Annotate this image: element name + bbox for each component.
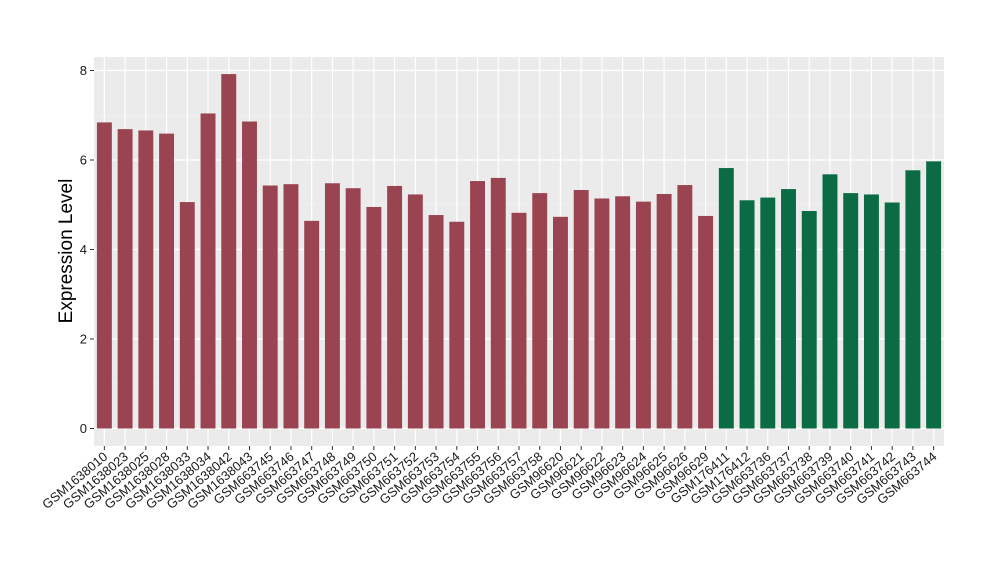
bar-GSM663739 xyxy=(822,174,838,429)
bar-GSM663755 xyxy=(470,181,485,429)
bar-GSM663736 xyxy=(760,197,776,429)
bar-GSM663751 xyxy=(387,185,403,429)
bar-GSM663758 xyxy=(532,193,548,429)
bar-GSM663740 xyxy=(843,193,859,429)
bar-GSM663741 xyxy=(863,194,879,429)
y-axis-title: Expression Level xyxy=(56,179,77,324)
bar-GSM663752 xyxy=(407,194,423,429)
bar-GSM176412 xyxy=(739,200,755,429)
bar-GSM96629 xyxy=(698,215,714,429)
bar-GSM1638025 xyxy=(138,130,154,429)
bar-GSM663745 xyxy=(262,185,278,429)
bar-GSM1638033 xyxy=(179,202,195,429)
y-tick-label: 6 xyxy=(80,153,87,168)
bar-GSM663737 xyxy=(781,189,796,429)
bar-GSM176411 xyxy=(718,168,734,429)
bar-GSM663746 xyxy=(283,184,299,429)
bar-series xyxy=(96,74,942,429)
bar-GSM663738 xyxy=(801,211,817,429)
bar-GSM663753 xyxy=(428,215,444,429)
bar-GSM663747 xyxy=(304,220,320,429)
bar-GSM663754 xyxy=(449,221,465,429)
bar-GSM663750 xyxy=(366,206,382,429)
bar-GSM96623 xyxy=(615,196,631,429)
bar-GSM1638043 xyxy=(242,121,257,429)
bar-GSM96625 xyxy=(656,194,672,429)
bar-GSM96626 xyxy=(677,185,693,429)
bar-GSM1638034 xyxy=(200,113,216,429)
bar-GSM663756 xyxy=(490,177,506,429)
bar-GSM1638023 xyxy=(117,129,133,429)
bar-GSM96624 xyxy=(635,201,651,429)
x-axis: GSM1638010GSM1638023GSM1638025GSM1638028… xyxy=(39,446,940,512)
bar-GSM96620 xyxy=(553,216,568,429)
y-tick-label: 0 xyxy=(80,421,87,436)
y-tick-label: 8 xyxy=(80,63,87,78)
bar-GSM663749 xyxy=(345,188,361,429)
bar-GSM1638010 xyxy=(96,122,112,429)
y-tick-label: 4 xyxy=(80,242,87,257)
bar-GSM663748 xyxy=(324,183,340,429)
bar-GSM663744 xyxy=(926,161,942,429)
y-axis: 0 2 4 6 8 xyxy=(80,63,94,436)
bar-GSM663743 xyxy=(905,170,921,429)
bar-GSM1638042 xyxy=(221,74,237,429)
y-tick-label: 2 xyxy=(80,332,87,347)
bar-GSM96621 xyxy=(573,189,589,429)
bar-GSM663757 xyxy=(511,212,527,429)
bar-GSM663742 xyxy=(884,202,900,429)
bar-GSM96622 xyxy=(594,198,610,429)
bar-GSM1638028 xyxy=(159,133,175,429)
